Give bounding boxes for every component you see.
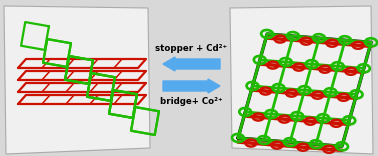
FancyArrow shape [163,79,220,93]
Polygon shape [230,6,373,154]
Text: stopper + Cd²⁺: stopper + Cd²⁺ [155,44,227,53]
Polygon shape [4,6,150,154]
Text: bridge+ Co²⁺: bridge+ Co²⁺ [160,97,222,106]
FancyArrow shape [163,57,220,71]
